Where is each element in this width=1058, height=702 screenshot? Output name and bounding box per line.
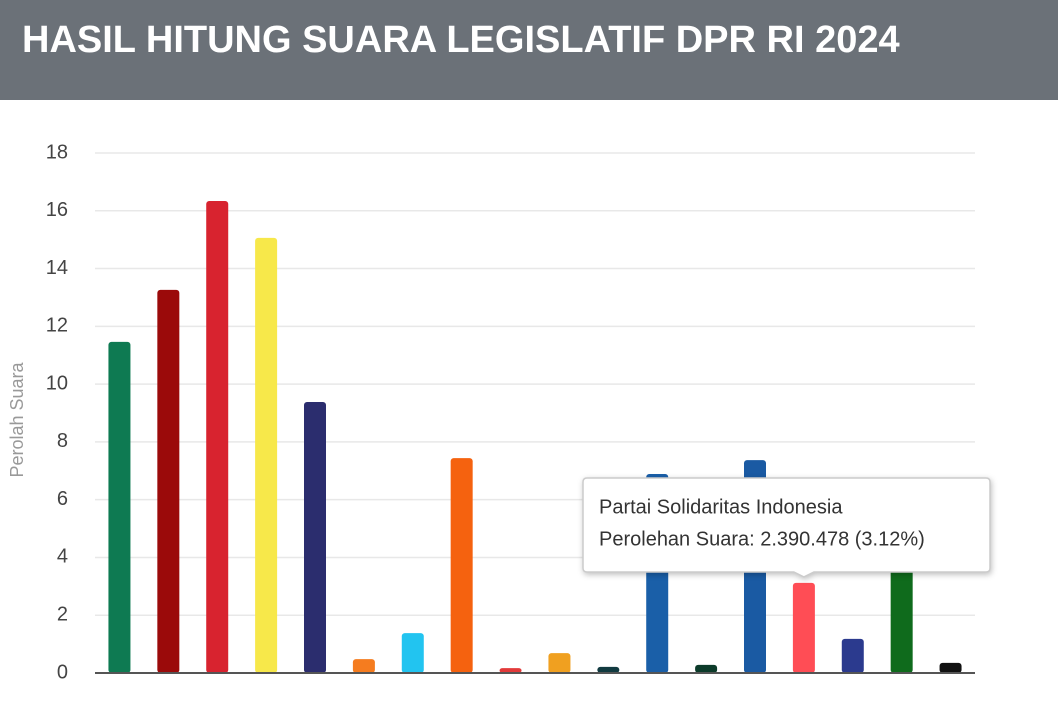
y-tick-label: 8	[57, 430, 68, 452]
bar	[792, 582, 815, 673]
bar	[157, 289, 180, 673]
y-tick-label: 16	[46, 199, 68, 221]
y-axis-label: Perolah Suara	[7, 361, 27, 477]
tooltip-text: Perolehan Suara: 2.390.478 (3.12%)	[599, 528, 925, 550]
bar	[352, 659, 375, 673]
chart-title: HASIL HITUNG SUARA LEGISLATIF DPR RI 202…	[22, 19, 900, 61]
bar	[401, 633, 424, 673]
y-tick-label: 6	[57, 488, 68, 510]
bar	[890, 561, 913, 673]
tooltip-title: Partai Solidaritas Indonesia	[599, 496, 843, 518]
y-tick-label: 14	[46, 257, 68, 279]
bar	[304, 402, 326, 673]
tooltip-box	[582, 477, 991, 578]
bar	[206, 200, 229, 673]
bar	[108, 341, 131, 673]
bar	[939, 662, 962, 673]
bar	[548, 653, 571, 673]
bar	[597, 666, 620, 673]
bar	[499, 668, 522, 673]
bar	[841, 638, 864, 673]
y-tick-label: 2	[57, 604, 68, 626]
y-tick-label: 12	[46, 315, 68, 337]
bar	[450, 458, 473, 673]
bar	[695, 664, 718, 673]
y-tick-label: 10	[46, 372, 68, 394]
y-tick-label: 18	[46, 141, 68, 163]
y-tick-label: 4	[57, 546, 68, 568]
header-bar	[0, 0, 1058, 100]
bar	[255, 237, 278, 673]
y-tick-label: 0	[57, 661, 68, 683]
